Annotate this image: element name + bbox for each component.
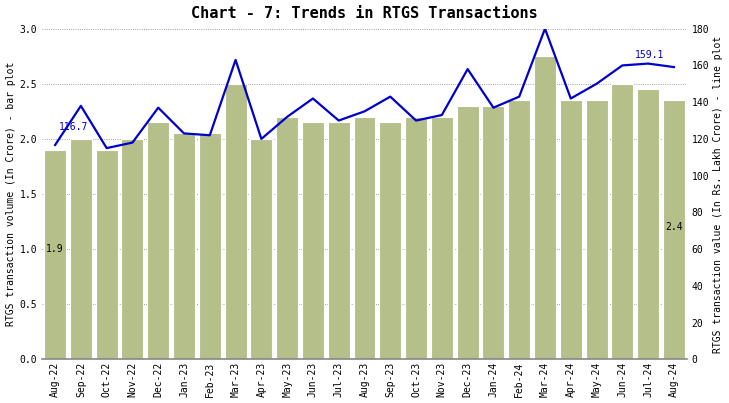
Bar xyxy=(585,100,607,359)
Bar xyxy=(431,117,453,359)
Bar xyxy=(560,100,582,359)
Text: 116.7: 116.7 xyxy=(59,122,88,132)
Bar xyxy=(405,117,427,359)
Bar xyxy=(637,89,659,359)
Bar xyxy=(302,123,324,359)
Text: 159.1: 159.1 xyxy=(635,50,665,60)
Bar xyxy=(508,100,530,359)
Bar xyxy=(379,123,401,359)
Text: 2.4: 2.4 xyxy=(665,222,683,232)
Bar xyxy=(612,84,634,359)
Bar xyxy=(173,133,195,359)
Bar xyxy=(122,139,144,359)
Title: Chart - 7: Trends in RTGS Transactions: Chart - 7: Trends in RTGS Transactions xyxy=(191,6,538,21)
Bar xyxy=(354,117,375,359)
Bar xyxy=(276,117,298,359)
Bar xyxy=(44,150,66,359)
Text: 1.9: 1.9 xyxy=(46,244,64,254)
Bar xyxy=(456,106,479,359)
Y-axis label: RTGS transaction value (In Rs. Lakh Crore) - line plot: RTGS transaction value (In Rs. Lakh Cror… xyxy=(714,35,723,353)
Bar xyxy=(663,100,685,359)
Bar xyxy=(95,150,117,359)
Bar xyxy=(147,123,169,359)
Bar xyxy=(250,139,273,359)
Bar xyxy=(534,56,556,359)
Y-axis label: RTGS transaction volume (In Crore) - bar plot: RTGS transaction volume (In Crore) - bar… xyxy=(6,62,15,326)
Bar xyxy=(328,123,350,359)
Bar xyxy=(199,133,221,359)
Bar xyxy=(483,106,504,359)
Bar xyxy=(225,84,246,359)
Bar xyxy=(70,139,92,359)
